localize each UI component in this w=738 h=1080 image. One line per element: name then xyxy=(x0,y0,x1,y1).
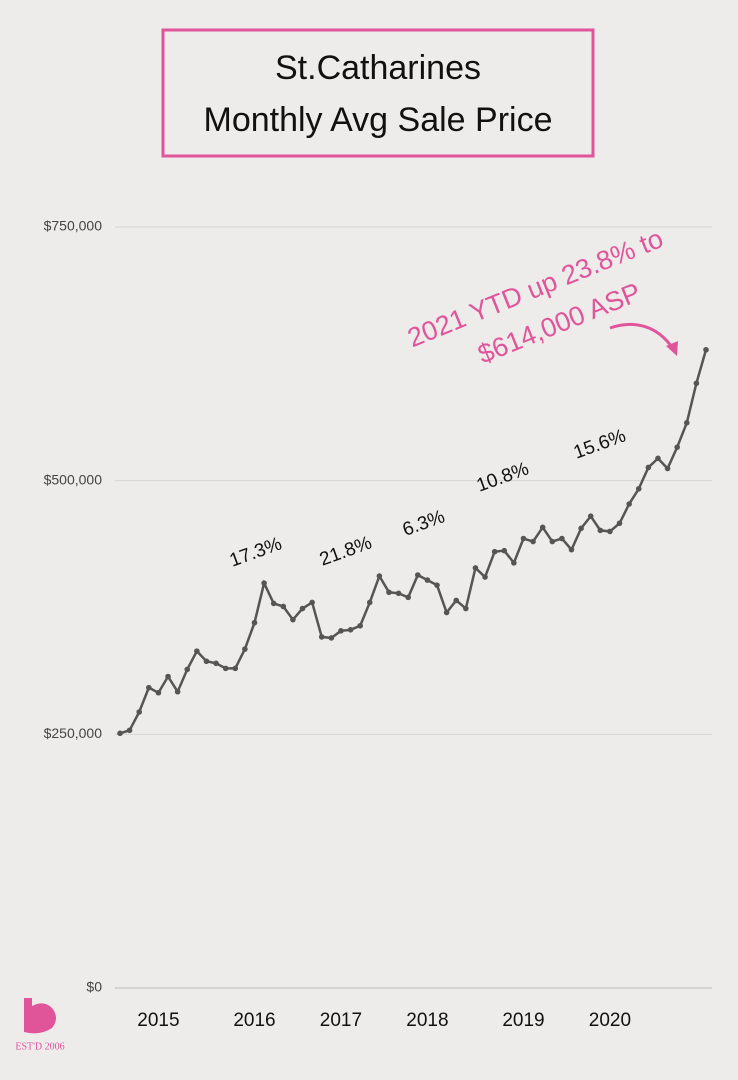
logo-text: EST'D 2006 xyxy=(15,1041,64,1052)
point xyxy=(280,603,287,610)
x-tick-label: 2020 xyxy=(589,1010,631,1031)
point xyxy=(491,548,498,555)
point xyxy=(549,538,556,545)
point xyxy=(415,572,421,578)
point xyxy=(318,634,325,640)
point xyxy=(146,684,152,691)
point xyxy=(251,619,258,626)
point xyxy=(693,380,700,387)
point xyxy=(434,582,440,588)
point xyxy=(299,605,306,612)
point xyxy=(184,666,191,673)
point xyxy=(290,616,296,623)
point xyxy=(607,528,613,535)
chart-title: St.Catharines xyxy=(275,49,481,87)
point xyxy=(203,658,210,665)
annotation: 21.8% xyxy=(317,532,375,570)
point xyxy=(511,560,517,566)
annotation: 6.3% xyxy=(400,506,448,541)
point xyxy=(655,455,661,462)
point xyxy=(242,646,248,652)
point xyxy=(270,600,277,607)
point xyxy=(453,597,460,604)
point xyxy=(683,420,690,426)
point xyxy=(674,444,680,450)
point xyxy=(635,485,642,492)
line xyxy=(119,349,708,735)
point xyxy=(213,660,219,667)
point xyxy=(386,589,392,596)
title-box xyxy=(161,28,595,158)
annotation: 10.8% xyxy=(474,458,532,496)
y-tick-label: $500,000 xyxy=(44,471,103,487)
point xyxy=(645,464,652,471)
chart-title: Monthly Avg Sale Price xyxy=(204,101,553,139)
point xyxy=(309,599,315,606)
callout-arrowhead xyxy=(666,341,678,356)
point xyxy=(482,574,488,580)
point xyxy=(136,709,143,715)
annotation: 15.6% xyxy=(571,425,629,463)
point xyxy=(664,465,671,472)
point xyxy=(616,520,623,527)
point xyxy=(174,688,181,695)
x-tick-label: 2018 xyxy=(406,1010,448,1031)
point xyxy=(597,527,604,534)
point xyxy=(568,546,575,553)
point xyxy=(338,628,344,634)
point xyxy=(232,665,239,672)
point xyxy=(626,501,632,507)
point xyxy=(222,665,229,672)
point xyxy=(376,573,383,579)
point xyxy=(347,627,354,633)
point xyxy=(424,577,431,583)
x-tick-label: 2016 xyxy=(233,1010,275,1031)
point xyxy=(703,346,709,353)
point xyxy=(194,648,200,654)
point xyxy=(443,609,450,616)
point xyxy=(357,622,363,629)
annotation: 17.3% xyxy=(227,533,285,571)
point xyxy=(405,594,411,601)
y-tick-label: $250,000 xyxy=(44,725,103,741)
logo xyxy=(24,998,56,1034)
point xyxy=(395,590,402,597)
point xyxy=(117,730,123,737)
x-tick-label: 2017 xyxy=(320,1010,362,1031)
point xyxy=(472,565,479,571)
point xyxy=(578,525,584,532)
point xyxy=(126,727,133,734)
point xyxy=(463,605,469,612)
x-tick-label: 2015 xyxy=(137,1010,179,1031)
point xyxy=(261,580,267,586)
point xyxy=(520,535,527,542)
point xyxy=(530,538,536,545)
y-tick-label: $0 xyxy=(86,979,102,995)
point xyxy=(328,635,335,641)
point xyxy=(165,673,171,680)
y-tick-label: $750,000 xyxy=(44,218,103,234)
point xyxy=(366,599,373,606)
x-tick-label: 2019 xyxy=(502,1010,544,1031)
point xyxy=(587,513,594,519)
point xyxy=(155,689,162,696)
point xyxy=(501,547,508,554)
point xyxy=(539,524,546,531)
point xyxy=(559,535,565,542)
callout-arrow xyxy=(609,323,677,353)
